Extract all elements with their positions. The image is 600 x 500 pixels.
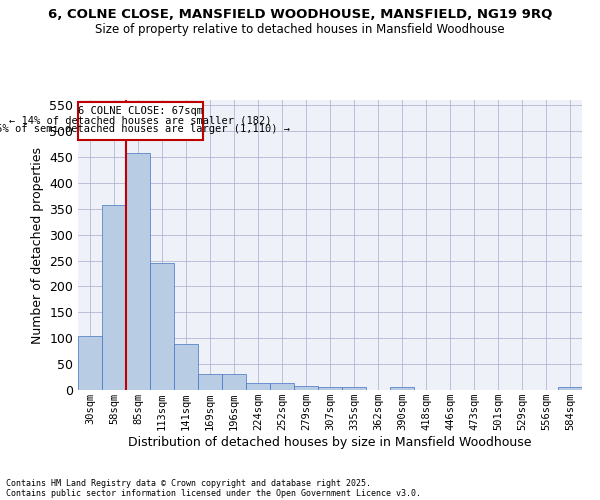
Bar xyxy=(270,384,294,390)
Bar xyxy=(78,336,102,390)
Text: Contains HM Land Registry data © Crown copyright and database right 2025.: Contains HM Land Registry data © Crown c… xyxy=(6,478,371,488)
Bar xyxy=(222,374,246,390)
Bar xyxy=(246,384,270,390)
Bar xyxy=(318,387,342,390)
X-axis label: Distribution of detached houses by size in Mansfield Woodhouse: Distribution of detached houses by size … xyxy=(128,436,532,449)
Text: ← 14% of detached houses are smaller (182): ← 14% of detached houses are smaller (18… xyxy=(9,115,272,125)
Bar xyxy=(174,344,198,390)
Bar xyxy=(342,387,366,390)
Text: Size of property relative to detached houses in Mansfield Woodhouse: Size of property relative to detached ho… xyxy=(95,22,505,36)
Bar xyxy=(390,387,414,390)
Bar xyxy=(126,154,150,390)
FancyBboxPatch shape xyxy=(78,102,203,140)
Text: 85% of semi-detached houses are larger (1,110) →: 85% of semi-detached houses are larger (… xyxy=(0,124,290,134)
Bar xyxy=(198,374,222,390)
Text: Contains public sector information licensed under the Open Government Licence v3: Contains public sector information licen… xyxy=(6,488,421,498)
Text: 6, COLNE CLOSE, MANSFIELD WOODHOUSE, MANSFIELD, NG19 9RQ: 6, COLNE CLOSE, MANSFIELD WOODHOUSE, MAN… xyxy=(48,8,552,20)
Text: 6 COLNE CLOSE: 67sqm: 6 COLNE CLOSE: 67sqm xyxy=(78,106,203,116)
Bar xyxy=(102,205,126,390)
Bar xyxy=(150,263,174,390)
Bar xyxy=(294,386,318,390)
Y-axis label: Number of detached properties: Number of detached properties xyxy=(31,146,44,344)
Bar xyxy=(558,388,582,390)
